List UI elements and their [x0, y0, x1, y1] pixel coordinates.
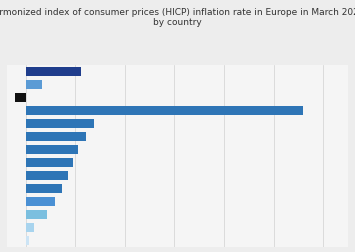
Bar — [26, 132, 86, 141]
Bar — [26, 106, 303, 116]
Text: Harmonized index of consumer prices (HICP) inflation rate in Europe in March 202: Harmonized index of consumer prices (HIC… — [0, 8, 355, 27]
Bar — [26, 67, 81, 77]
Bar — [26, 119, 94, 129]
Bar — [26, 80, 42, 90]
Bar — [26, 171, 68, 180]
Bar — [26, 210, 47, 219]
Bar — [26, 158, 73, 167]
Bar — [26, 236, 29, 245]
Bar — [26, 223, 34, 232]
Bar — [26, 184, 62, 193]
Bar — [15, 93, 26, 103]
Bar — [26, 197, 55, 206]
Bar — [26, 145, 78, 154]
